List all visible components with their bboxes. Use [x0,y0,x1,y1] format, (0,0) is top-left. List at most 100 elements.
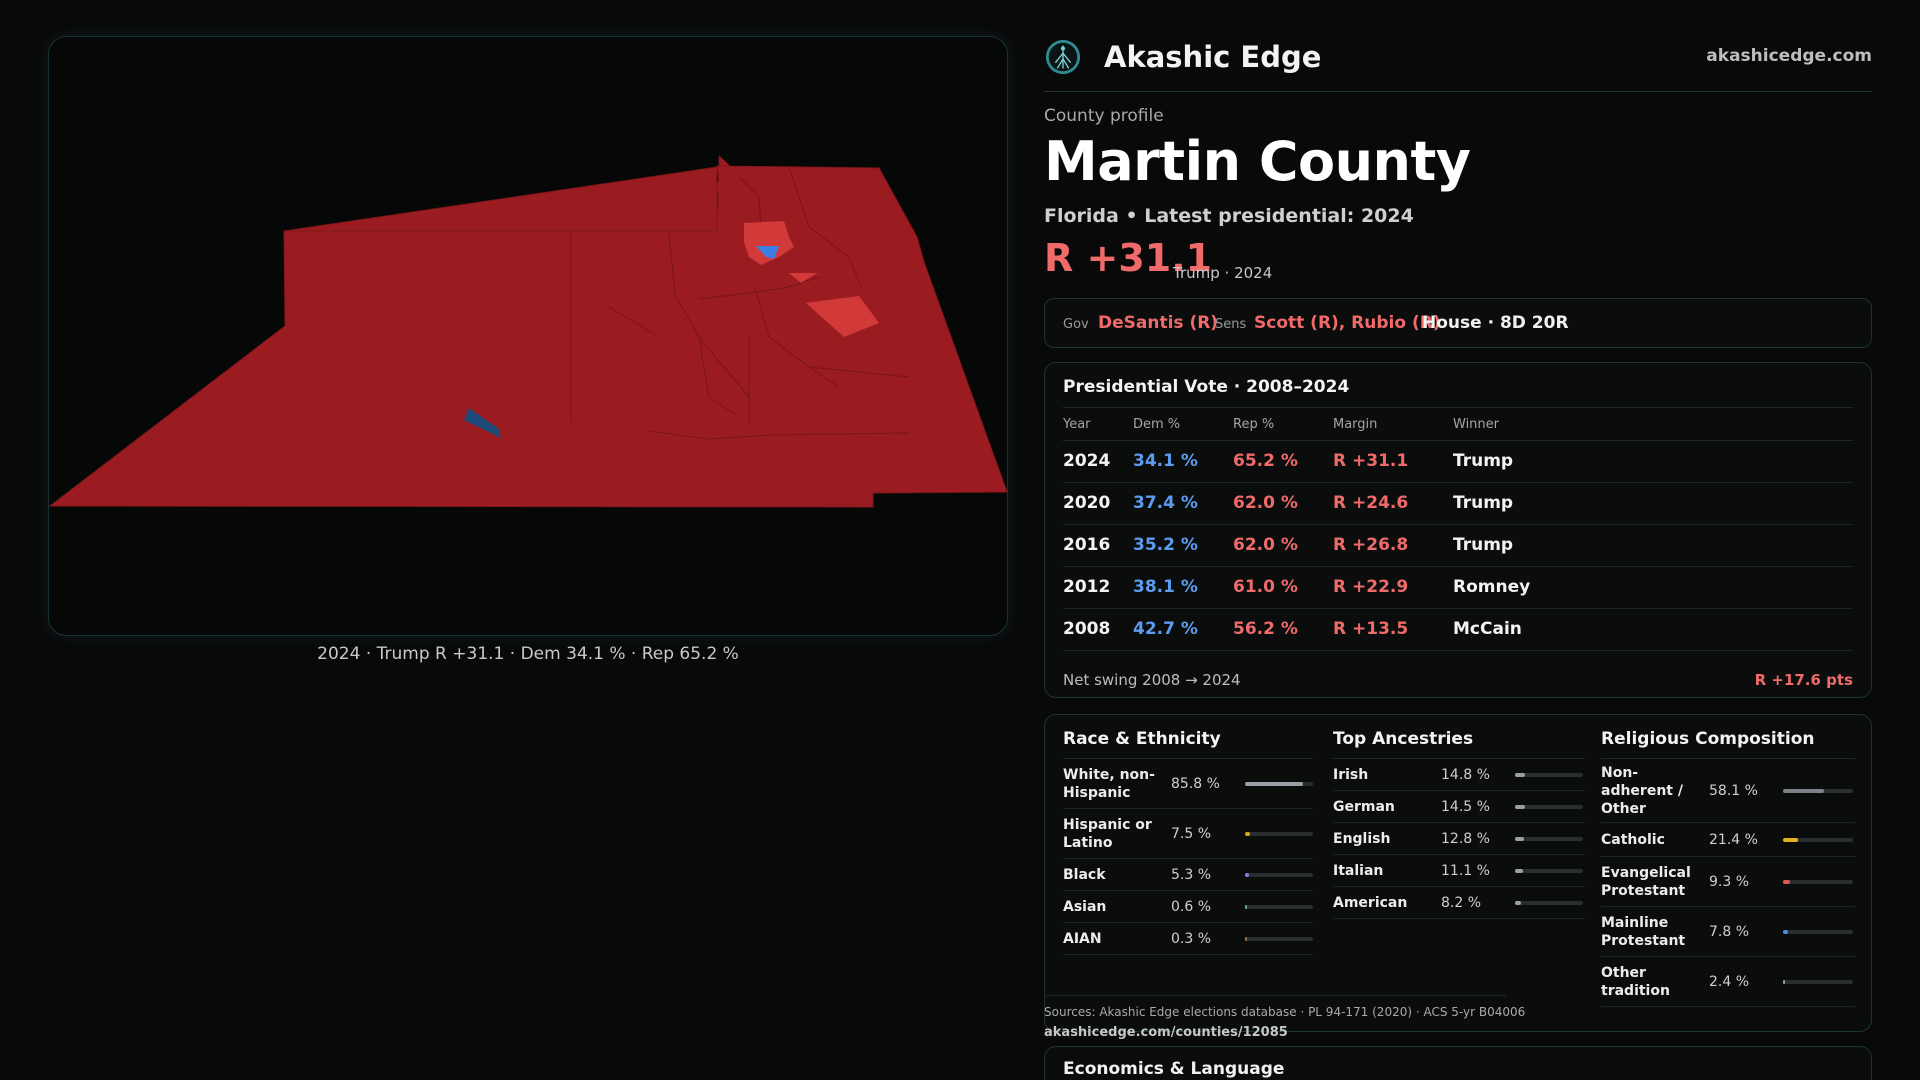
ancestry-row: American 8.2 % [1333,887,1585,919]
sources-text: Sources: Akashic Edge elections database… [1044,1005,1526,1019]
demographics-panel: Race & Ethnicity White, non- Hispanic 85.… [1044,714,1872,1032]
city-area-red[interactable] [744,221,794,265]
race-value: 0.6 % [1171,898,1212,915]
col-winner: Winner [1453,417,1500,432]
race-ethnicity-column: Race & Ethnicity White, non- Hispanic 85.… [1063,729,1313,955]
precinct-red-2[interactable] [806,296,879,337]
row-year: 2008 [1063,619,1111,639]
economics-panel: Economics & Language [1044,1046,1872,1080]
sens-label: Sens [1215,317,1247,332]
religion-label: Other tradition [1601,965,1670,999]
religion-row: Non- adherent / Other 58.1 % [1601,759,1855,823]
religion-bar [1783,838,1853,842]
city-area-blue[interactable] [756,246,779,259]
religion-bar [1783,980,1853,984]
religion-bar-fill [1783,789,1824,793]
sources-link[interactable]: akashicedge.com/counties/12085 [1044,1025,1288,1040]
latest-margin-sub: Trump · 2024 [1173,264,1273,282]
precinct-dark-blue[interactable] [464,408,501,438]
row-margin: R +13.5 [1333,619,1409,639]
religion-bar [1783,789,1853,793]
row-year: 2020 [1063,493,1111,513]
ancestry-bar [1515,805,1583,809]
religion-bar-fill [1783,838,1798,842]
race-bar-fill [1245,937,1247,941]
ancestry-bar-fill [1515,773,1526,777]
ancestry-bar [1515,901,1583,905]
col-rep: Rep % [1233,417,1275,432]
ancestry-label: German [1333,799,1395,815]
row-margin: R +22.9 [1333,577,1409,597]
row-rep: 56.2 % [1233,619,1298,639]
sources-divider [1044,995,1506,996]
row-year: 2012 [1063,577,1111,597]
map-caption: 2024 · Trump R +31.1 · Dem 34.1 % · Rep … [317,644,739,664]
row-year: 2016 [1063,535,1111,555]
religion-row: Evangelical Protestant 9.3 % [1601,857,1855,907]
table-row: 2020 37.4 % 62.0 % R +24.6 Trump [1063,483,1853,525]
officials-bar: Gov DeSantis (R) Sens Scott (R), Rubio (… [1044,298,1872,348]
ancestry-label: American [1333,895,1408,911]
ancestry-value: 14.5 % [1441,798,1490,815]
race-bar [1245,937,1313,941]
ancestry-value: 12.8 % [1441,830,1490,847]
row-winner: Trump [1453,535,1514,555]
site-header: Akashic Edge akashicedge.com [1044,36,1872,92]
ancestry-row: Italian 11.1 % [1333,855,1585,887]
ancestry-bar-fill [1515,869,1523,873]
race-bar [1245,905,1313,909]
col-margin: Margin [1333,417,1378,432]
county-map-panel[interactable] [48,36,1008,636]
religion-value: 7.8 % [1709,923,1750,940]
net-swing: Net swing 2008 → 2024 R +17.6 pts [1063,663,1853,693]
race-row: Hispanic or Latino 7.5 % [1063,809,1313,859]
brand-name[interactable]: Akashic Edge [1104,40,1322,74]
ancestry-value: 14.8 % [1441,766,1490,783]
county-subtitle: Florida • Latest presidential: 2024 [1044,205,1414,227]
table-row: 2008 42.7 % 56.2 % R +13.5 McCain [1063,609,1853,651]
col-year: Year [1063,417,1091,432]
race-label: White, non- Hispanic [1063,767,1155,801]
presidential-vote-panel: Presidential Vote · 2008–2024 Year Dem %… [1044,362,1872,698]
religion-bar [1783,930,1853,934]
race-bar-fill [1245,782,1304,786]
religion-row: Catholic 21.4 % [1601,823,1855,857]
ancestry-column: Top Ancestries Irish 14.8 % German 14.5 % En… [1333,729,1585,919]
race-row: Black 5.3 % [1063,859,1313,891]
religion-bar-fill [1783,980,1785,984]
row-winner: Trump [1453,451,1514,471]
ancestry-value: 11.1 % [1441,862,1490,879]
profile-eyebrow: County profile [1044,106,1164,126]
religion-value: 58.1 % [1709,782,1758,799]
race-label: Asian [1063,899,1107,915]
ancestry-row: German 14.5 % [1333,791,1585,823]
race-row: Asian 0.6 % [1063,891,1313,923]
gov-label: Gov [1063,317,1089,332]
race-bar [1245,782,1313,786]
row-winner: Trump [1453,493,1514,513]
table-row: 2016 35.2 % 62.0 % R +26.8 Trump [1063,525,1853,567]
ancestry-bar [1515,773,1583,777]
race-row: White, non- Hispanic 85.8 % [1063,759,1313,809]
ancestry-row: Irish 14.8 % [1333,759,1585,791]
religion-bar [1783,880,1853,884]
row-margin: R +31.1 [1333,451,1409,471]
row-margin: R +26.8 [1333,535,1409,555]
race-bar-fill [1245,832,1251,836]
tree-of-life-icon[interactable] [1044,38,1082,76]
county-shape[interactable] [283,154,730,232]
house-delegation: House · 8D 20R [1422,313,1569,333]
race-bar-fill [1245,873,1249,877]
row-dem: 42.7 % [1133,619,1198,639]
race-row: AIAN 0.3 % [1063,923,1313,955]
presidential-title: Presidential Vote · 2008–2024 [1063,377,1350,397]
latest-margin: R +31.1 [1044,236,1213,280]
county-map[interactable] [49,37,1008,636]
senators: Scott (R), Rubio (R) [1254,313,1441,333]
row-rep: 62.0 % [1233,535,1298,555]
row-rep: 61.0 % [1233,577,1298,597]
row-margin: R +24.6 [1333,493,1409,513]
site-domain-link[interactable]: akashicedge.com [1706,46,1872,66]
precinct-red[interactable] [789,273,817,283]
ancestry-label: English [1333,831,1391,847]
